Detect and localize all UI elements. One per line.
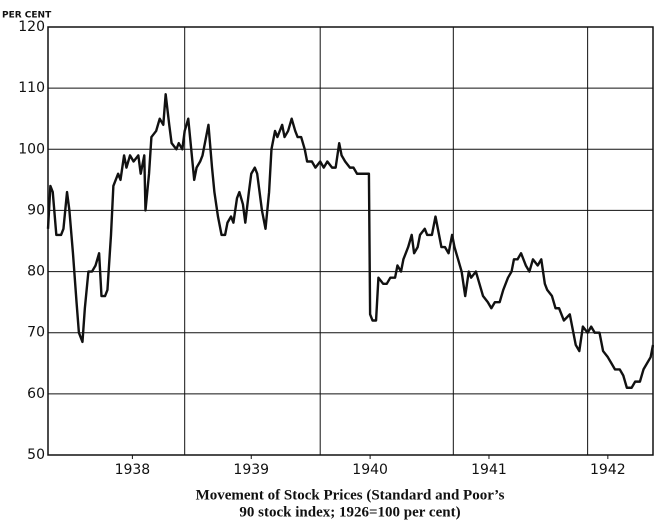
y-tick-label: 80 bbox=[27, 264, 45, 280]
x-tick-label: 1941 bbox=[471, 462, 507, 478]
plot-frame bbox=[47, 26, 654, 456]
y-tick-label: 120 bbox=[18, 19, 45, 35]
y-tick-label: 50 bbox=[27, 447, 45, 463]
x-tick-label: 1942 bbox=[590, 462, 626, 478]
y-tick-label: 110 bbox=[18, 80, 45, 96]
x-tick-label: 1940 bbox=[352, 462, 388, 478]
price-line bbox=[46, 93, 654, 389]
y-tick-label: 100 bbox=[18, 141, 45, 157]
y-tick-label: 70 bbox=[27, 325, 45, 341]
y-axis-label: PER CENT bbox=[2, 11, 52, 21]
chart-title: 90 stock index; 1926=100 per cent) bbox=[239, 504, 460, 520]
x-tick-label: 1939 bbox=[233, 462, 269, 478]
x-tick-label: 1938 bbox=[115, 462, 151, 478]
y-tick-label: 90 bbox=[27, 202, 45, 218]
chart-title: Movement of Stock Prices (Standard and P… bbox=[196, 487, 505, 503]
y-tick-label: 60 bbox=[27, 386, 45, 402]
